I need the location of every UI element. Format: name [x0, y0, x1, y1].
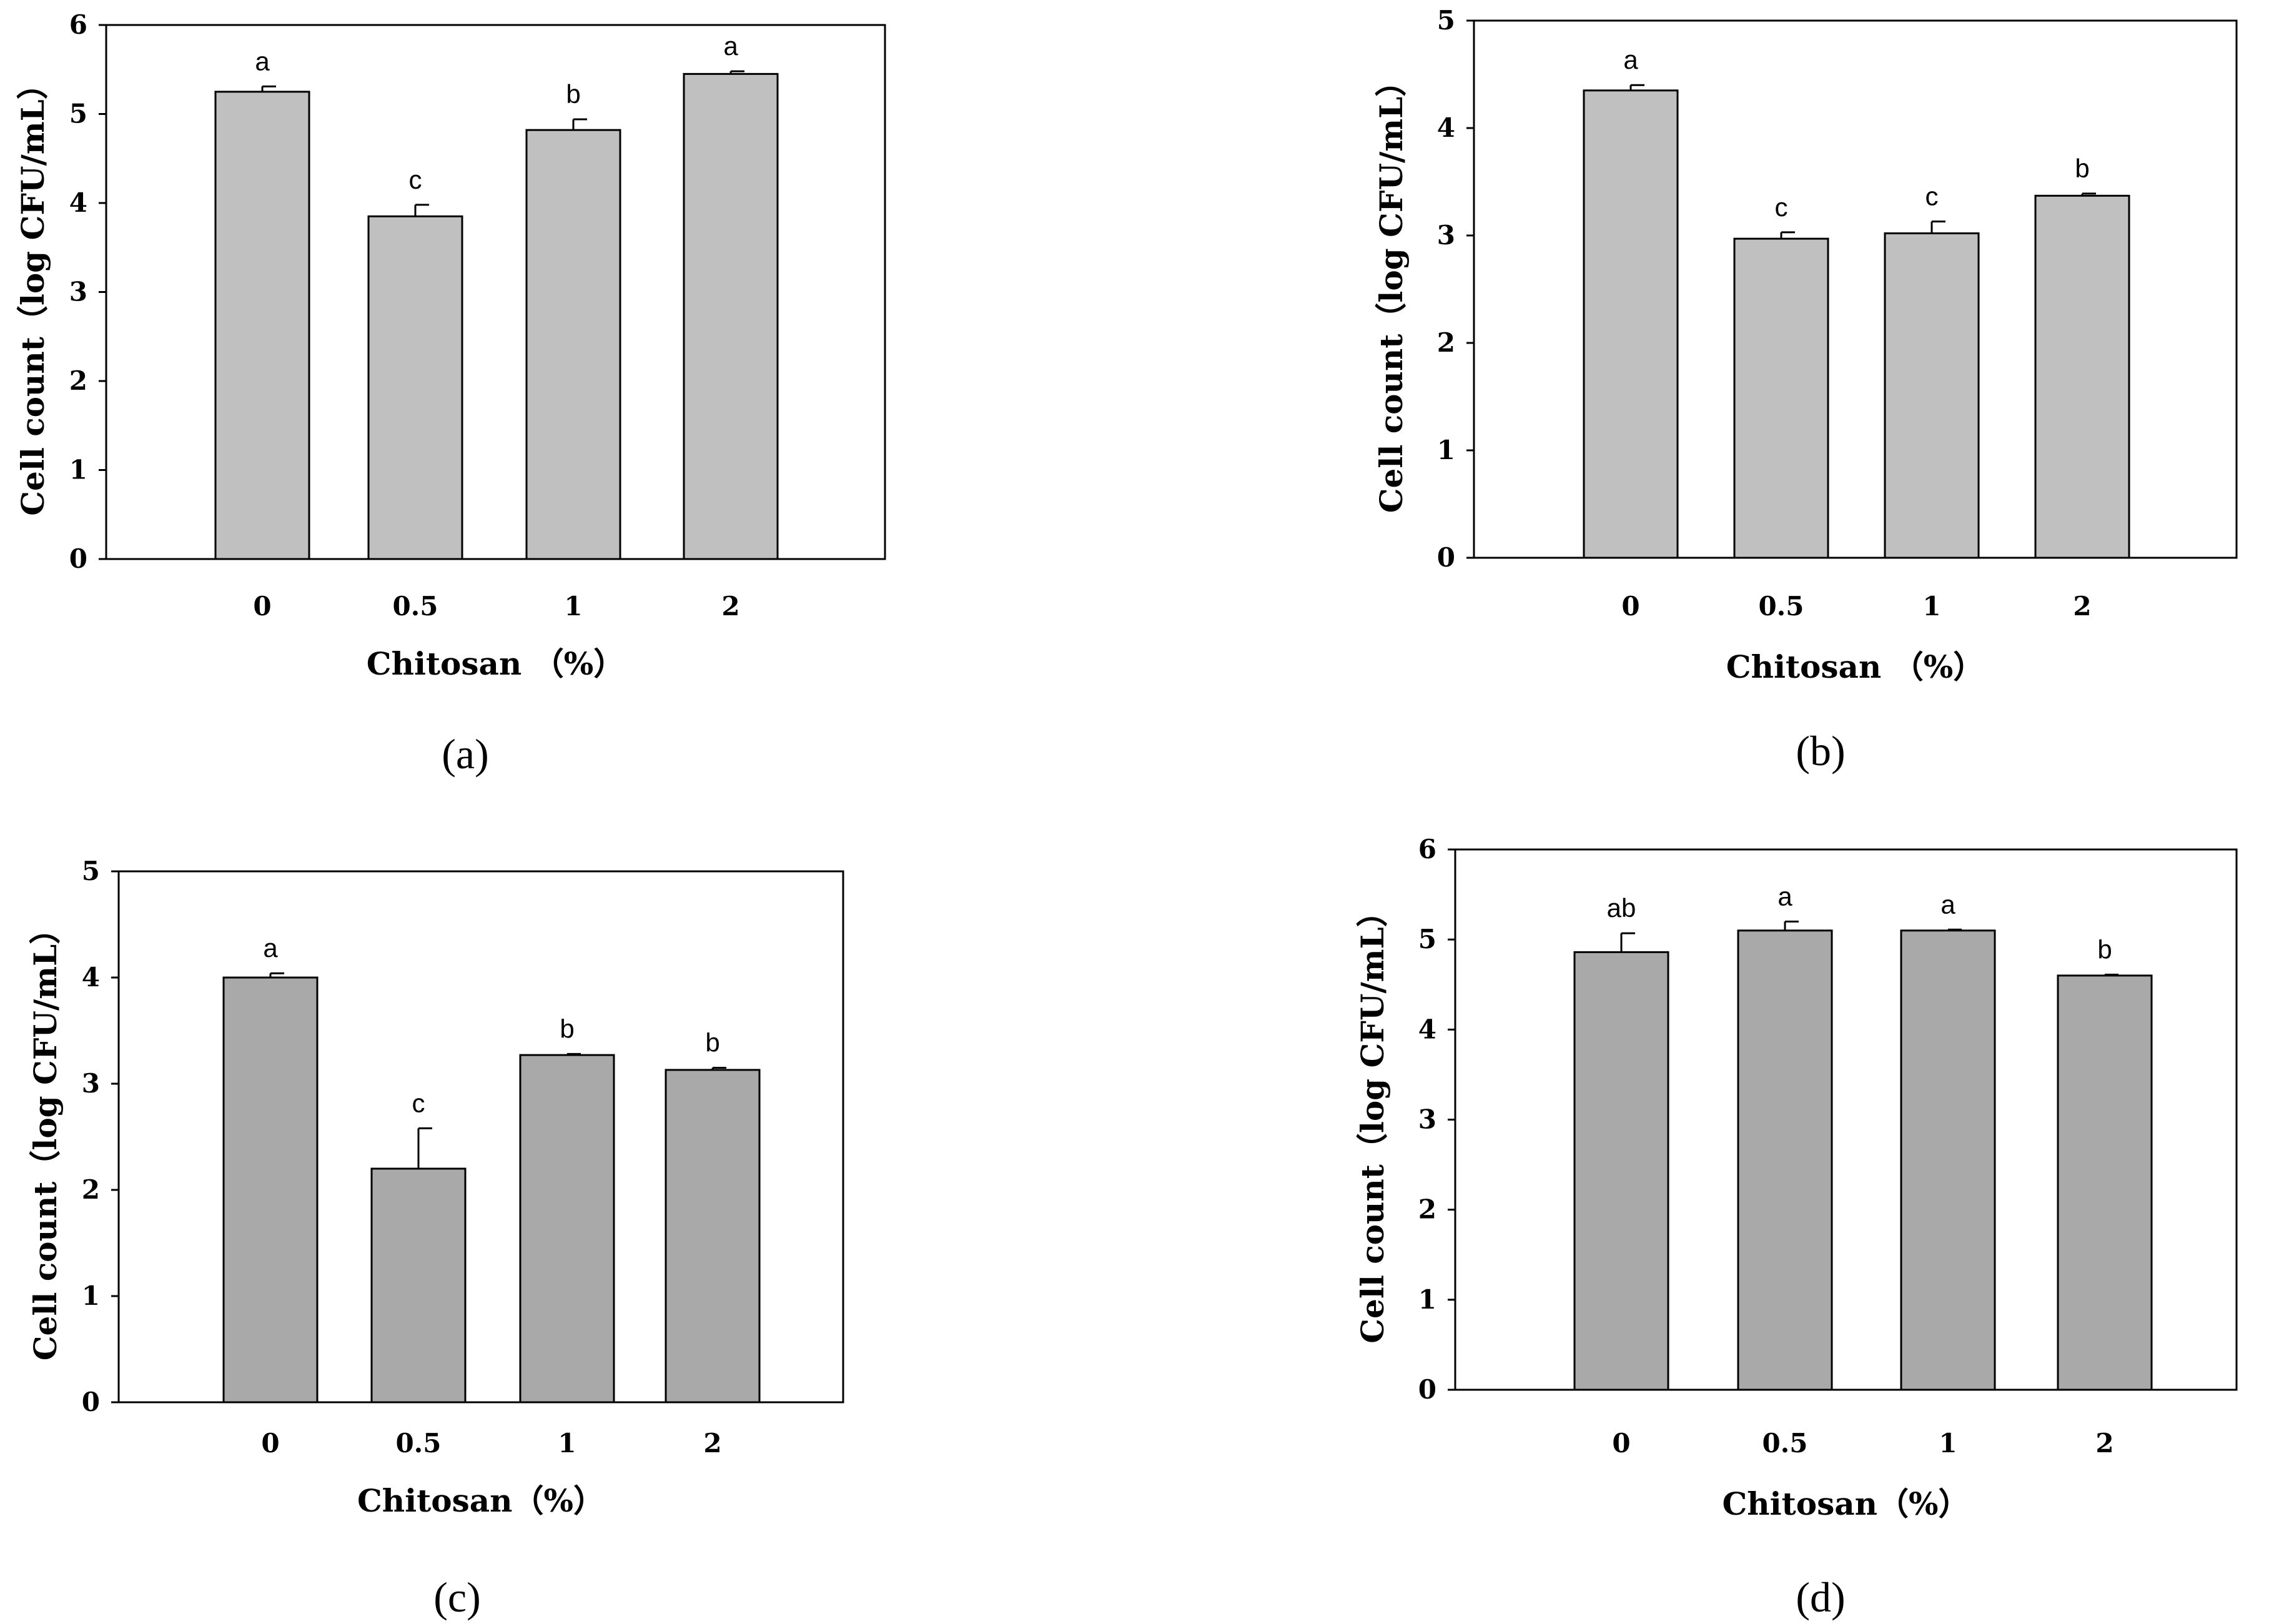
x-tick-label: 2 — [2095, 1428, 2113, 1458]
x-tick-label: 1 — [1922, 591, 1940, 621]
x-tick-label: 2 — [2073, 591, 2091, 621]
y-tick-label: 2 — [69, 365, 87, 396]
y-tick-label: 1 — [1418, 1284, 1436, 1315]
y-tick-label: 1 — [82, 1280, 100, 1311]
significance-letter: c — [1775, 192, 1788, 222]
y-tick-label: 2 — [82, 1174, 100, 1205]
bar — [1583, 89, 1679, 559]
bar — [525, 129, 621, 560]
y-tick-label: 0 — [82, 1387, 100, 1417]
significance-letter: b — [2097, 934, 2112, 964]
chart-panel-c: 0 1 2 3 4 5 a 0 c 0.5 b 1 b 2 Chitosan（%） Cell count（lo… — [27, 856, 844, 1621]
significance-letter: a — [723, 31, 738, 61]
significance-letter: c — [412, 1088, 425, 1117]
x-tick-label: 0 — [253, 591, 271, 621]
y-axis-title: Cell count（log CFU/mL） — [1354, 896, 1391, 1344]
y-tick-label: 0 — [69, 543, 87, 574]
y-tick-label: 6 — [69, 9, 87, 40]
significance-letter: b — [2075, 154, 2089, 183]
bar — [2057, 974, 2153, 1391]
x-axis-title: Chitosan （%） — [1726, 648, 1984, 685]
x-tick-label: 1 — [558, 1428, 576, 1458]
bar — [367, 215, 463, 560]
y-tick-label: 4 — [82, 962, 100, 993]
x-tick-label: 1 — [1939, 1428, 1957, 1458]
bar — [665, 1069, 761, 1404]
y-tick-label: 1 — [1437, 435, 1455, 465]
panel-label: (d) — [1796, 1573, 1845, 1621]
significance-letter: a — [1623, 45, 1638, 74]
y-tick-label: 2 — [1437, 327, 1455, 358]
bar — [519, 1054, 615, 1404]
y-axis-title: Cell count（log CFU/mL） — [27, 913, 64, 1361]
y-axis-title: Cell count（log CFU/mL） — [14, 68, 51, 516]
bar — [683, 72, 779, 560]
plot-frame — [1473, 19, 2238, 559]
plot-frame — [117, 870, 844, 1404]
significance-letter: a — [263, 933, 278, 963]
significance-letter: b — [560, 1014, 574, 1043]
y-tick-label: 0 — [1437, 542, 1455, 573]
significance-letter: a — [255, 46, 270, 76]
significance-letter: c — [409, 165, 422, 194]
x-tick-label: 0 — [261, 1428, 279, 1458]
x-tick-label: 0.5 — [395, 1428, 441, 1458]
y-tick-label: 4 — [1437, 112, 1455, 143]
x-axis-title: Chitosan （%） — [367, 645, 625, 682]
bar — [2034, 194, 2130, 559]
x-axis-title: Chitosan（%） — [357, 1482, 605, 1519]
y-tick-label: 0 — [1418, 1374, 1436, 1405]
y-tick-label: 5 — [1418, 924, 1436, 954]
x-tick-label: 0.5 — [392, 591, 438, 621]
significance-letter: a — [1777, 881, 1792, 911]
y-tick-label: 4 — [69, 187, 87, 218]
y-tick-label: 3 — [82, 1068, 100, 1099]
chart-panel-b: 0 1 2 3 4 5 a 0 c 0.5 c 1 b 2 Chitosan （%） Cell count（l… — [1373, 5, 2238, 775]
x-tick-label: 2 — [703, 1428, 721, 1458]
y-tick-label: 4 — [1418, 1014, 1436, 1044]
x-tick-label: 0 — [1621, 591, 1639, 621]
significance-letter: a — [1940, 889, 1955, 919]
y-tick-label: 5 — [82, 856, 100, 886]
bar — [1737, 929, 1833, 1391]
y-tick-label: 2 — [1418, 1194, 1436, 1225]
significance-letter: c — [1925, 182, 1939, 211]
x-tick-label: 0 — [1612, 1428, 1630, 1458]
bar — [1884, 232, 1980, 559]
y-tick-label: 3 — [1437, 220, 1455, 250]
bar — [1900, 929, 1996, 1391]
y-axis-title: Cell count（log CFU/mL） — [1373, 66, 1410, 513]
y-tick-label: 3 — [69, 277, 87, 307]
y-tick-label: 3 — [1418, 1104, 1436, 1135]
panel-label: (c) — [433, 1573, 480, 1621]
y-tick-label: 5 — [69, 99, 87, 129]
chart-panel-a: 0 1 2 3 4 5 6 a 0 c 0.5 b 1 a 2 Chitosan （%） Cell count（… — [14, 9, 886, 778]
chart-panel-d: 0 1 2 3 4 5 6 ab 0 a 0.5 a 1 b 2 Chitosan（%） Cell count（… — [1354, 834, 2238, 1621]
x-tick-label: 0.5 — [1758, 591, 1804, 621]
bar — [1733, 237, 1829, 559]
significance-letter: b — [566, 79, 580, 109]
bar — [214, 91, 310, 560]
x-tick-label: 0.5 — [1762, 1428, 1807, 1458]
significance-letter: b — [705, 1028, 719, 1057]
bar — [370, 1167, 467, 1404]
y-tick-label: 5 — [1437, 5, 1455, 36]
x-tick-label: 1 — [564, 591, 582, 621]
y-tick-label: 1 — [69, 455, 87, 485]
y-tick-label: 6 — [1418, 834, 1436, 864]
x-tick-label: 2 — [721, 591, 739, 621]
panel-label: (b) — [1796, 727, 1845, 775]
bar — [222, 976, 319, 1404]
bar — [1573, 951, 1669, 1391]
significance-letter: ab — [1607, 893, 1636, 923]
panel-label: (a) — [442, 730, 488, 778]
x-axis-title: Chitosan（%） — [1723, 1485, 1970, 1522]
